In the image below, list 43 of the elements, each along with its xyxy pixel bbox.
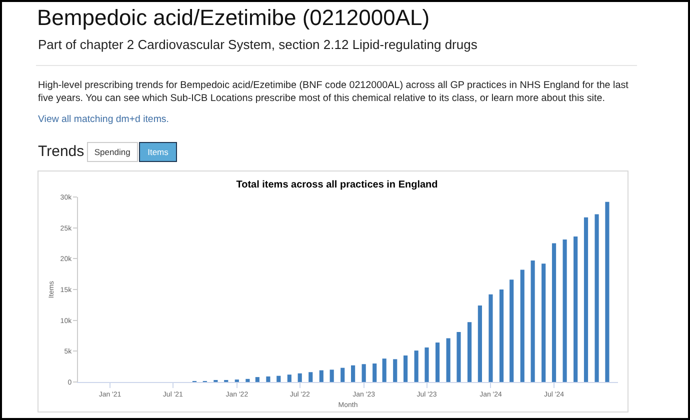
bar [276,376,281,382]
bar [424,347,429,382]
text: Spending [94,147,131,157]
bar [446,338,450,382]
bar [362,364,366,382]
bar [372,364,377,382]
bar [319,370,324,382]
text: High-level prescribing trends for Bempedoic acid/Ezetimibe (BNF code 0212000AL) across all GP practices in NHS England for the last five years. You can see which Sub-ICB Locations prescribe most of this chemical relative to its class, or learn more about this site. [38,80,629,104]
bar [510,280,514,382]
bar [330,370,334,382]
bar [298,373,302,382]
bar [574,236,578,382]
text: Items [148,147,168,157]
bar [266,376,270,382]
text: Trends [38,143,84,160]
text: Part of chapter 2 Cardiovascular System, section 2.12 Lipid-regulating drugs [38,37,478,52]
bar [552,243,556,382]
bar [499,290,504,382]
bar [456,332,461,382]
chart-title: Total items across all practices in England [236,180,438,190]
bar [478,306,482,382]
bar [255,377,260,382]
bar [351,365,356,382]
bar [562,240,567,382]
bar [520,270,524,382]
bar [488,294,493,382]
bar [340,368,345,382]
bar [594,214,599,382]
bar [584,217,588,382]
bar [414,350,418,382]
bar [287,374,292,382]
bar [308,372,313,382]
bar [404,355,408,382]
bar [605,202,610,382]
bar [435,342,440,382]
bar [542,264,546,382]
bar [530,260,535,382]
bar [393,359,398,382]
text: Bempedoic acid/Ezetimibe (0212000AL) [37,5,430,30]
bar [467,322,472,382]
text: View all matching dm+d items. [38,114,169,125]
bar [382,358,386,382]
bar [246,378,250,382]
